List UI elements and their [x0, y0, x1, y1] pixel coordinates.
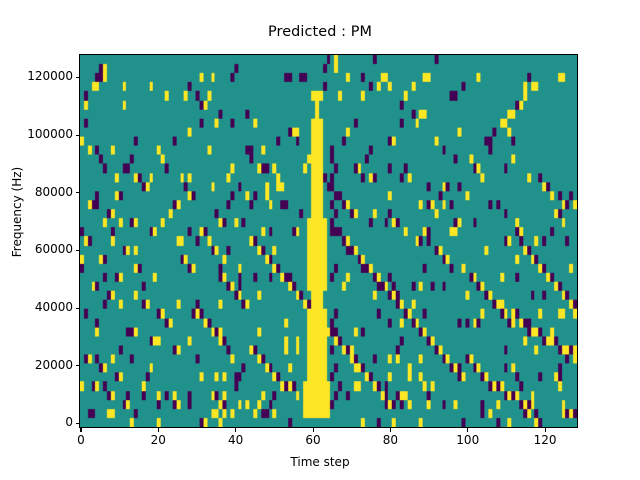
y-tick-label: 80000 [34, 184, 73, 199]
y-axis-label: Frequency (Hz) [10, 166, 24, 258]
x-tick-label: 80 [382, 433, 399, 447]
y-tick-label: 100000 [27, 127, 73, 142]
x-tick-label: 60 [305, 433, 321, 447]
x-tick [467, 428, 469, 432]
y-tick [75, 422, 79, 425]
x-axis-label: Time step [290, 455, 350, 469]
y-tick-label: 120000 [27, 69, 73, 84]
y-tick [75, 365, 79, 367]
y-tick-label: 40000 [34, 300, 73, 315]
x-tick-label: 0 [77, 433, 85, 447]
y-tick [75, 192, 79, 194]
x-tick [80, 428, 82, 432]
heatmap-canvas [80, 55, 577, 427]
heatmap-axes[interactable] [79, 54, 578, 428]
x-tick [389, 428, 391, 432]
x-tick-label: 100 [456, 433, 480, 447]
x-tick-label: 40 [228, 433, 244, 447]
x-tick-label: 20 [150, 433, 166, 447]
y-tick-label: 0 [65, 415, 73, 430]
y-tick [75, 134, 79, 136]
x-tick-label: 120 [533, 433, 557, 447]
y-axis-ticklabels: 0 20000 40000 60000 80000 100000 120000 [0, 0, 73, 480]
y-tick-label: 60000 [34, 242, 73, 257]
x-tick [235, 428, 237, 432]
y-tick [75, 249, 79, 252]
y-tick-label: 20000 [34, 357, 73, 372]
x-tick [157, 428, 159, 432]
y-tick [75, 307, 79, 309]
y-tick [75, 76, 79, 79]
x-tick [312, 428, 314, 432]
x-tick [544, 428, 546, 432]
chart-title: Predicted : PM [267, 24, 373, 40]
